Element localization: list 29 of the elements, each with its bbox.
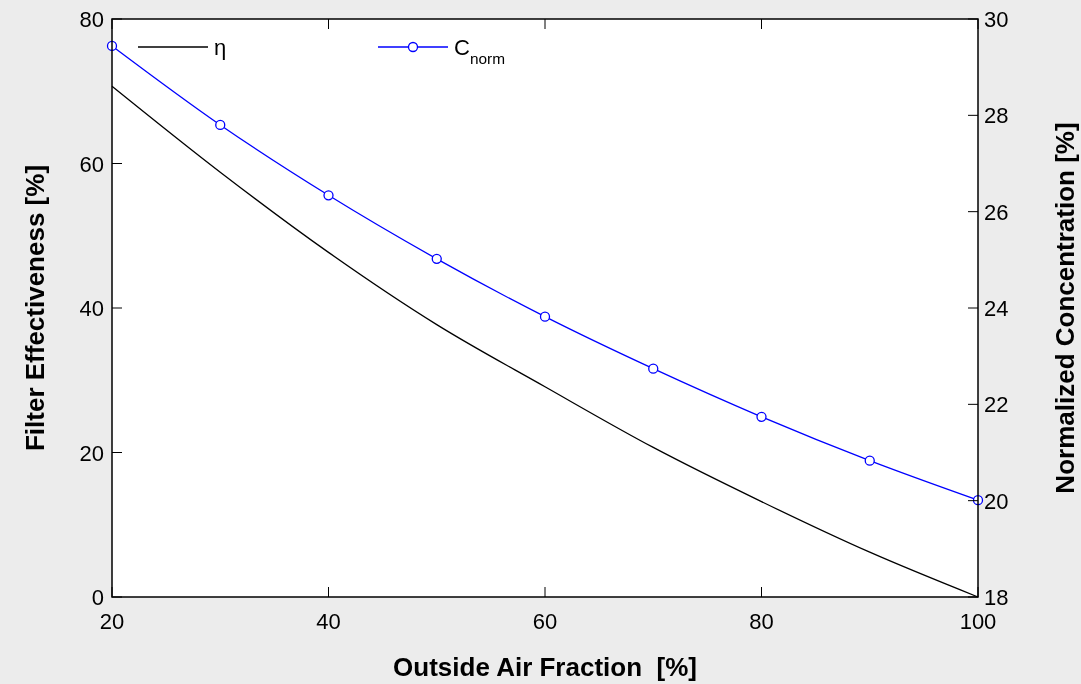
legend-label: C$_{norm}$ [454, 35, 505, 67]
x-axis-title: Outside Air Fraction [%] [393, 652, 697, 682]
y-tick-label: 20 [79, 440, 104, 466]
y2-tick-label: 20 [984, 488, 1009, 514]
legend-label: η [214, 35, 227, 60]
y2-tick-label: 26 [984, 199, 1009, 225]
y-tick-label: 0 [91, 585, 104, 610]
y2-tick-label: 24 [984, 296, 1009, 321]
x-tick-label: 100 [959, 609, 997, 634]
point [539, 311, 551, 322]
y-tick-label: 40 [79, 296, 104, 321]
x-tick-label: 60 [532, 609, 558, 634]
y-tick-label: 60 [79, 151, 104, 177]
x-tick-label: 20 [99, 609, 125, 634]
y-tick-label: 80 [79, 7, 104, 32]
point [215, 119, 226, 131]
point [323, 190, 334, 201]
y2-tick-label: 30 [984, 7, 1009, 32]
y-axis-title: Filter Effectiveness [%] [20, 164, 50, 452]
x-tick-label: 40 [316, 609, 341, 634]
point [431, 253, 442, 265]
point [648, 363, 659, 374]
y2-tick-label: 18 [984, 585, 1009, 610]
x-tick-label: 80 [749, 609, 774, 634]
point [756, 411, 767, 423]
y2-tick-label: 22 [984, 392, 1009, 418]
y2-axis-title: Normalized Concentration [%] [1050, 122, 1080, 494]
y2-tick-label: 28 [984, 103, 1009, 129]
point [864, 455, 875, 466]
